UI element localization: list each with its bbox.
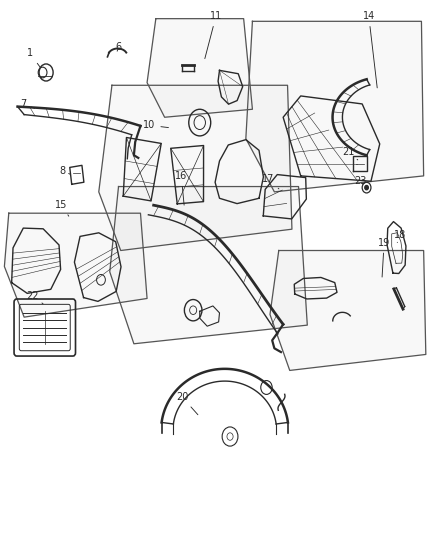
- Polygon shape: [147, 19, 252, 117]
- Text: 10: 10: [143, 120, 168, 130]
- Text: 7: 7: [20, 99, 35, 109]
- Text: 20: 20: [176, 392, 198, 415]
- Text: 1: 1: [27, 49, 40, 67]
- Text: 15: 15: [55, 200, 69, 216]
- Text: 16: 16: [175, 171, 187, 205]
- Text: 11: 11: [205, 11, 222, 59]
- Text: 17: 17: [261, 174, 278, 189]
- Polygon shape: [269, 251, 425, 370]
- Text: 6: 6: [115, 42, 121, 52]
- Text: 21: 21: [341, 147, 357, 160]
- Text: 19: 19: [377, 238, 389, 277]
- Text: 22: 22: [27, 291, 43, 304]
- Polygon shape: [110, 187, 307, 344]
- Polygon shape: [99, 85, 291, 251]
- Text: 14: 14: [362, 11, 376, 88]
- Polygon shape: [245, 21, 423, 192]
- Text: 8: 8: [60, 166, 70, 175]
- Polygon shape: [4, 213, 147, 317]
- Circle shape: [364, 185, 367, 190]
- Text: 23: 23: [354, 176, 366, 186]
- Text: 18: 18: [393, 230, 406, 243]
